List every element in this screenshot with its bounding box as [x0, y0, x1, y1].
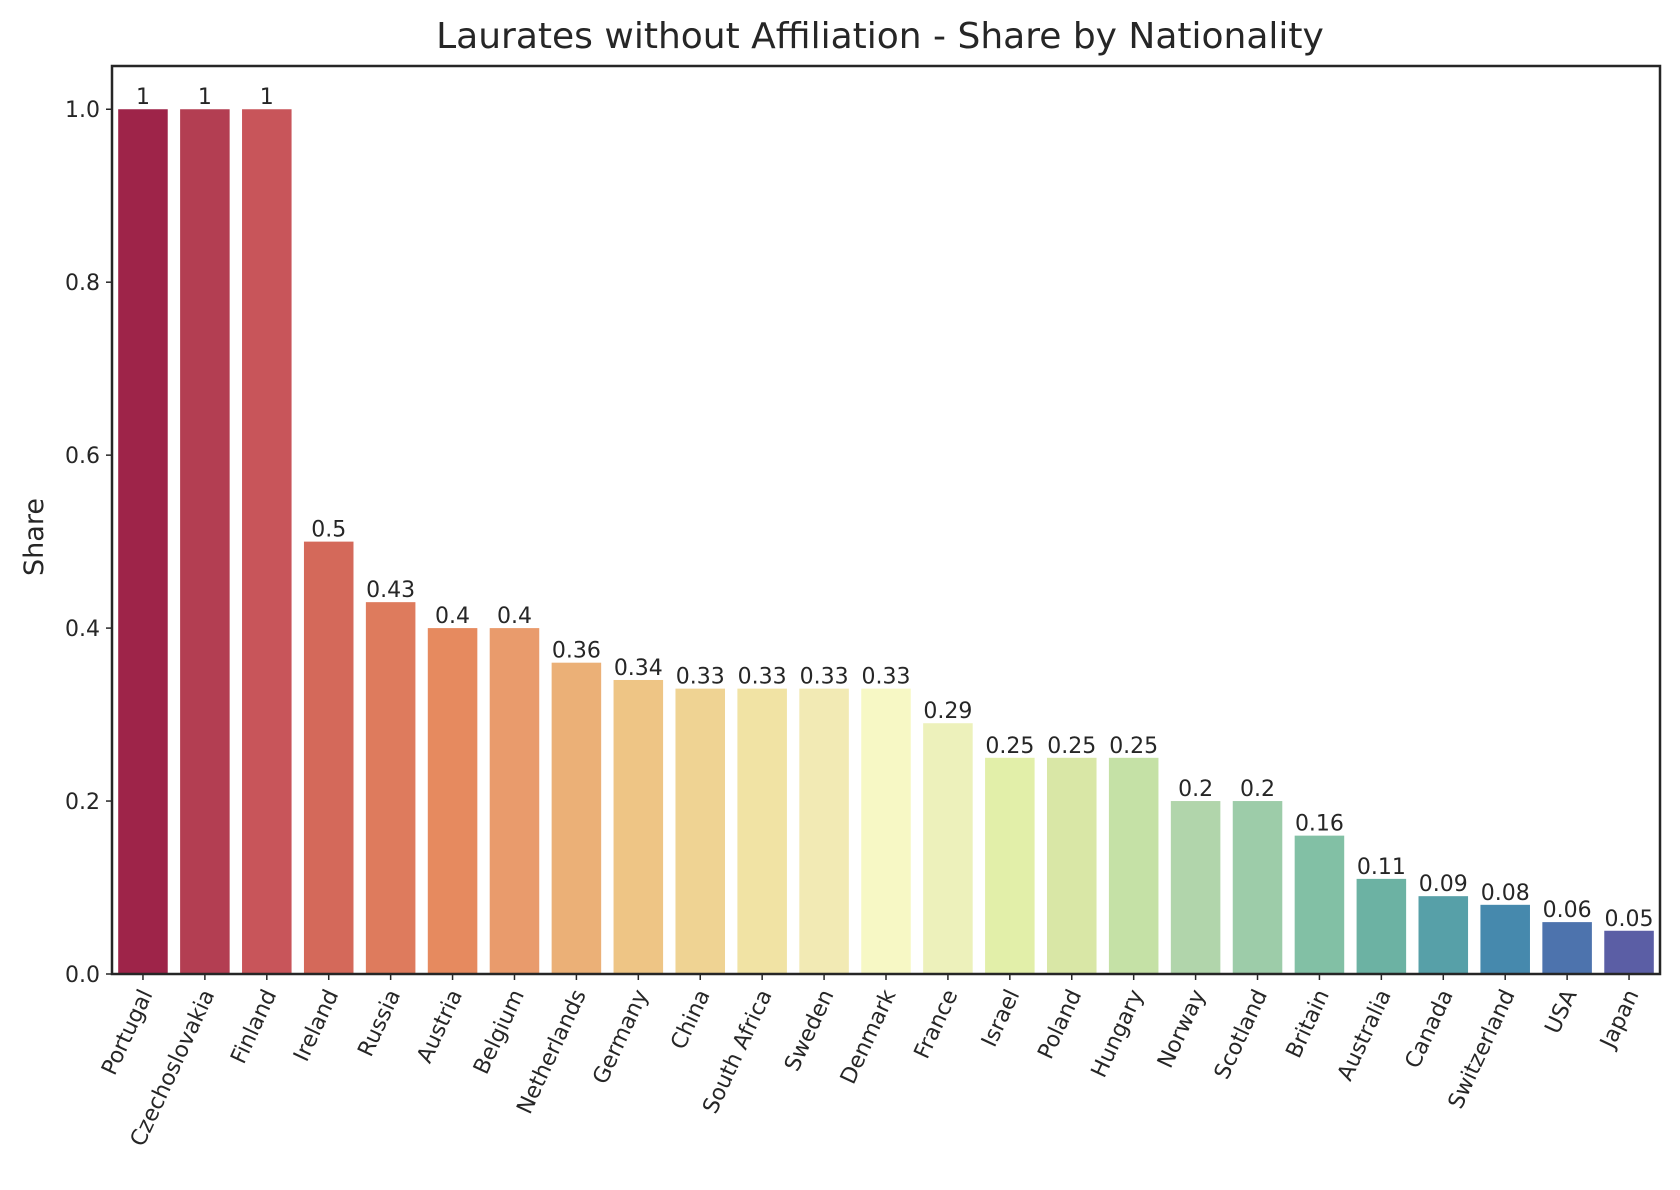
- x-tick-label: Japan: [1595, 986, 1644, 1054]
- bar-france: [923, 723, 973, 974]
- data-label: 0.25: [1109, 734, 1158, 759]
- x-tick-label: Russia: [354, 986, 407, 1061]
- data-label: 0.36: [552, 639, 601, 664]
- x-tick-label: Denmark: [836, 986, 902, 1088]
- x-tick-label: Ireland: [289, 986, 344, 1066]
- y-axis-ticks: 0.0 0.2 0.4 0.6 0.8 1.0: [65, 98, 112, 988]
- bar-israel: [985, 757, 1035, 974]
- bar-sweden: [799, 688, 849, 974]
- bar-australia: [1356, 878, 1407, 974]
- data-label: 0.25: [985, 734, 1034, 759]
- y-tick-label: 0.2: [65, 790, 100, 815]
- x-tick-label: Austria: [412, 986, 468, 1067]
- data-label: 0.33: [676, 665, 725, 690]
- plot-frame: [110, 64, 1662, 976]
- bar-czechoslovakia: [180, 109, 230, 974]
- data-label: 0.33: [800, 665, 849, 690]
- data-label: 0.5: [311, 518, 346, 543]
- y-axis-label: Share: [19, 498, 50, 576]
- bar-belgium: [489, 628, 540, 974]
- y-tick-label: 0.6: [65, 444, 100, 469]
- data-label: 0.4: [497, 604, 532, 629]
- bar-scotland: [1232, 801, 1283, 974]
- bar-norway: [1170, 801, 1221, 974]
- x-tick-label: Sweden: [780, 986, 839, 1075]
- data-label: 0.2: [1240, 777, 1275, 802]
- y-tick-label: 0.8: [65, 271, 100, 296]
- bar-poland: [1046, 757, 1097, 974]
- data-labels-group: 1 1 1 0.5 0.43 0.4 0.4 0.36 0.34 0.33 0.33 0.33 0.33…: [136, 85, 1654, 932]
- bar-russia: [365, 602, 416, 974]
- data-label: 0.09: [1419, 872, 1468, 897]
- data-label: 0.16: [1295, 812, 1344, 837]
- bar-denmark: [861, 688, 911, 974]
- bar-hungary: [1108, 757, 1159, 974]
- data-label: 1: [136, 85, 150, 110]
- bar-canada: [1418, 896, 1469, 974]
- data-label: 0.05: [1605, 907, 1654, 932]
- bar-finland: [242, 109, 292, 974]
- data-label: 0.43: [366, 578, 415, 603]
- x-tick-label: USA: [1541, 986, 1583, 1038]
- x-tick-label: Scotland: [1210, 986, 1273, 1083]
- bar-britain: [1294, 835, 1345, 974]
- x-tick-label: Norway: [1153, 986, 1211, 1072]
- x-tick-label: Britain: [1282, 986, 1335, 1062]
- x-tick-label: Hungary: [1087, 986, 1149, 1082]
- x-tick-label: China: [666, 986, 715, 1054]
- x-tick-label: Switzerland: [1444, 986, 1521, 1113]
- x-tick-label: Finland: [226, 986, 282, 1068]
- bar-germany: [613, 679, 664, 974]
- bar-ireland: [303, 541, 354, 974]
- bar-china: [675, 688, 726, 974]
- data-label: 0.25: [1047, 734, 1096, 759]
- x-tick-label: Germany: [588, 986, 653, 1088]
- bar-austria: [427, 628, 478, 974]
- x-tick-label: France: [910, 986, 964, 1063]
- bar-south-africa: [737, 688, 787, 974]
- data-label: 0.11: [1357, 855, 1406, 880]
- y-tick-label: 0.0: [65, 963, 100, 988]
- x-tick-label: Israel: [977, 986, 1025, 1051]
- data-label: 0.33: [862, 665, 911, 690]
- x-tick-label: Poland: [1033, 986, 1087, 1063]
- data-label: 1: [198, 85, 212, 110]
- data-label: 0.06: [1543, 898, 1592, 923]
- y-tick-label: 1.0: [65, 98, 100, 123]
- data-label: 0.33: [738, 665, 787, 690]
- bar-usa: [1542, 922, 1592, 974]
- x-tick-label: Canada: [1401, 986, 1459, 1072]
- bar-japan: [1604, 930, 1654, 974]
- x-tick-label: Belgium: [469, 986, 530, 1078]
- data-label: 0.08: [1481, 881, 1530, 906]
- data-label: 0.4: [435, 604, 470, 629]
- bar-netherlands: [551, 662, 602, 974]
- data-label: 0.29: [923, 699, 972, 724]
- chart-title: Laurates without Affiliation - Share by …: [436, 16, 1324, 57]
- x-tick-label: Australia: [1333, 986, 1397, 1085]
- data-label: 1: [260, 85, 274, 110]
- y-tick-label: 0.4: [65, 617, 100, 642]
- bars-group: [118, 109, 1654, 974]
- bar-switzerland: [1480, 904, 1530, 974]
- data-label: 0.34: [614, 656, 663, 681]
- data-label: 0.2: [1178, 777, 1213, 802]
- bar-portugal: [118, 109, 168, 974]
- x-tick-label: Portugal: [97, 986, 158, 1079]
